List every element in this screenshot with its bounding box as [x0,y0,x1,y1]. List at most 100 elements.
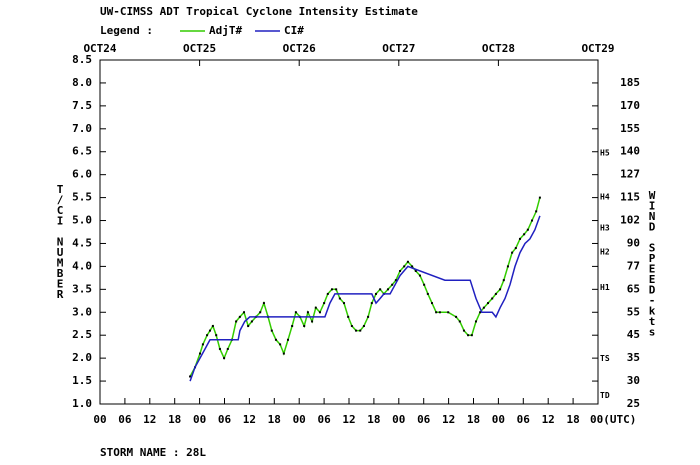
point [526,228,529,231]
y-tick-label: 1.0 [72,397,92,410]
point [514,247,517,250]
point [338,297,341,300]
date-tick-label: OCT25 [183,42,216,55]
x-tick-label: 00(UTC) [590,413,636,426]
y2-tick-label: 170 [620,99,640,112]
y-tick-label: 4.5 [72,236,92,249]
category-mark: H4 [600,193,610,202]
y-tick-label: 1.5 [72,374,92,387]
point [479,311,482,314]
point [438,311,441,314]
point [238,315,241,318]
point [511,251,514,254]
y-tick-label: 6.5 [72,145,92,158]
point [482,306,485,309]
y2-tick-label: 90 [627,236,640,249]
point [250,320,253,323]
y2-tick-label: 140 [620,145,640,158]
point [418,274,421,277]
point [270,329,273,332]
point [218,347,221,350]
y-tick-label: 4.0 [72,259,92,272]
point [223,357,226,360]
point [518,237,521,240]
x-tick-label: 12 [143,413,156,426]
x-tick-label: 00 [193,413,206,426]
point [387,288,390,291]
x-tick-label: 18 [467,413,480,426]
point [499,288,502,291]
x-tick-label: 06 [218,413,232,426]
x-tick-label: 12 [542,413,555,426]
point [535,210,538,213]
x-tick-label: 00 [93,413,106,426]
point [355,329,358,332]
date-tick-label: OCT24 [83,42,116,55]
point [294,311,297,314]
point [403,265,406,268]
point [399,269,402,272]
date-tick-label: OCT29 [581,42,614,55]
y-tick-label: 2.5 [72,328,92,341]
point [335,288,338,291]
point [423,283,426,286]
point [226,347,229,350]
point [391,283,394,286]
point [189,375,192,378]
y-tick-label: 3.5 [72,282,92,295]
y-tick-label: 7.0 [72,122,92,135]
point [330,288,333,291]
y2-tick-label: 35 [627,351,640,364]
point [259,311,262,314]
point [374,292,377,295]
y2-tick-label: 127 [620,168,640,181]
point [206,334,209,337]
point [506,265,509,268]
x-tick-label: 06 [317,413,331,426]
point [487,302,490,305]
y-tick-label: 5.0 [72,214,92,227]
category-mark: H2 [600,247,610,256]
category-mark: H1 [600,283,610,292]
point [291,325,294,328]
point [406,260,409,263]
x-tick-label: 12 [243,413,256,426]
y2-tick-label: 77 [627,259,640,272]
point [208,329,211,332]
point [282,352,285,355]
point [531,219,534,222]
footer: STORM NAME : 28L [100,446,206,459]
y2-tick-label: 102 [620,214,640,227]
y2-tick-label: 25 [627,397,640,410]
point [523,233,526,236]
y-tick-label: 7.5 [72,99,92,112]
point [243,311,246,314]
point [491,297,494,300]
point [367,315,370,318]
point [502,279,505,282]
series-line [189,197,541,377]
point [447,311,450,314]
legend-label: CI# [284,24,304,37]
point [431,302,433,305]
x-tick-label: 18 [268,413,281,426]
point [215,334,218,337]
point [470,334,473,337]
point [455,315,458,318]
y-tick-label: 8.5 [72,53,92,66]
series-line [189,215,541,382]
date-tick-label: OCT27 [382,42,415,55]
category-mark: H5 [600,149,610,158]
y2-tick-label: 30 [627,374,640,387]
date-tick-label: OCT28 [482,42,515,55]
point [347,315,350,318]
y2-tick-label: 115 [620,191,640,204]
point [411,265,414,268]
x-tick-label: 06 [417,413,431,426]
point [211,325,214,328]
y2-tick-label: 155 [620,122,640,135]
y2-tick-label: 45 [627,328,640,341]
x-tick-label: 00 [392,413,405,426]
point [474,320,477,323]
